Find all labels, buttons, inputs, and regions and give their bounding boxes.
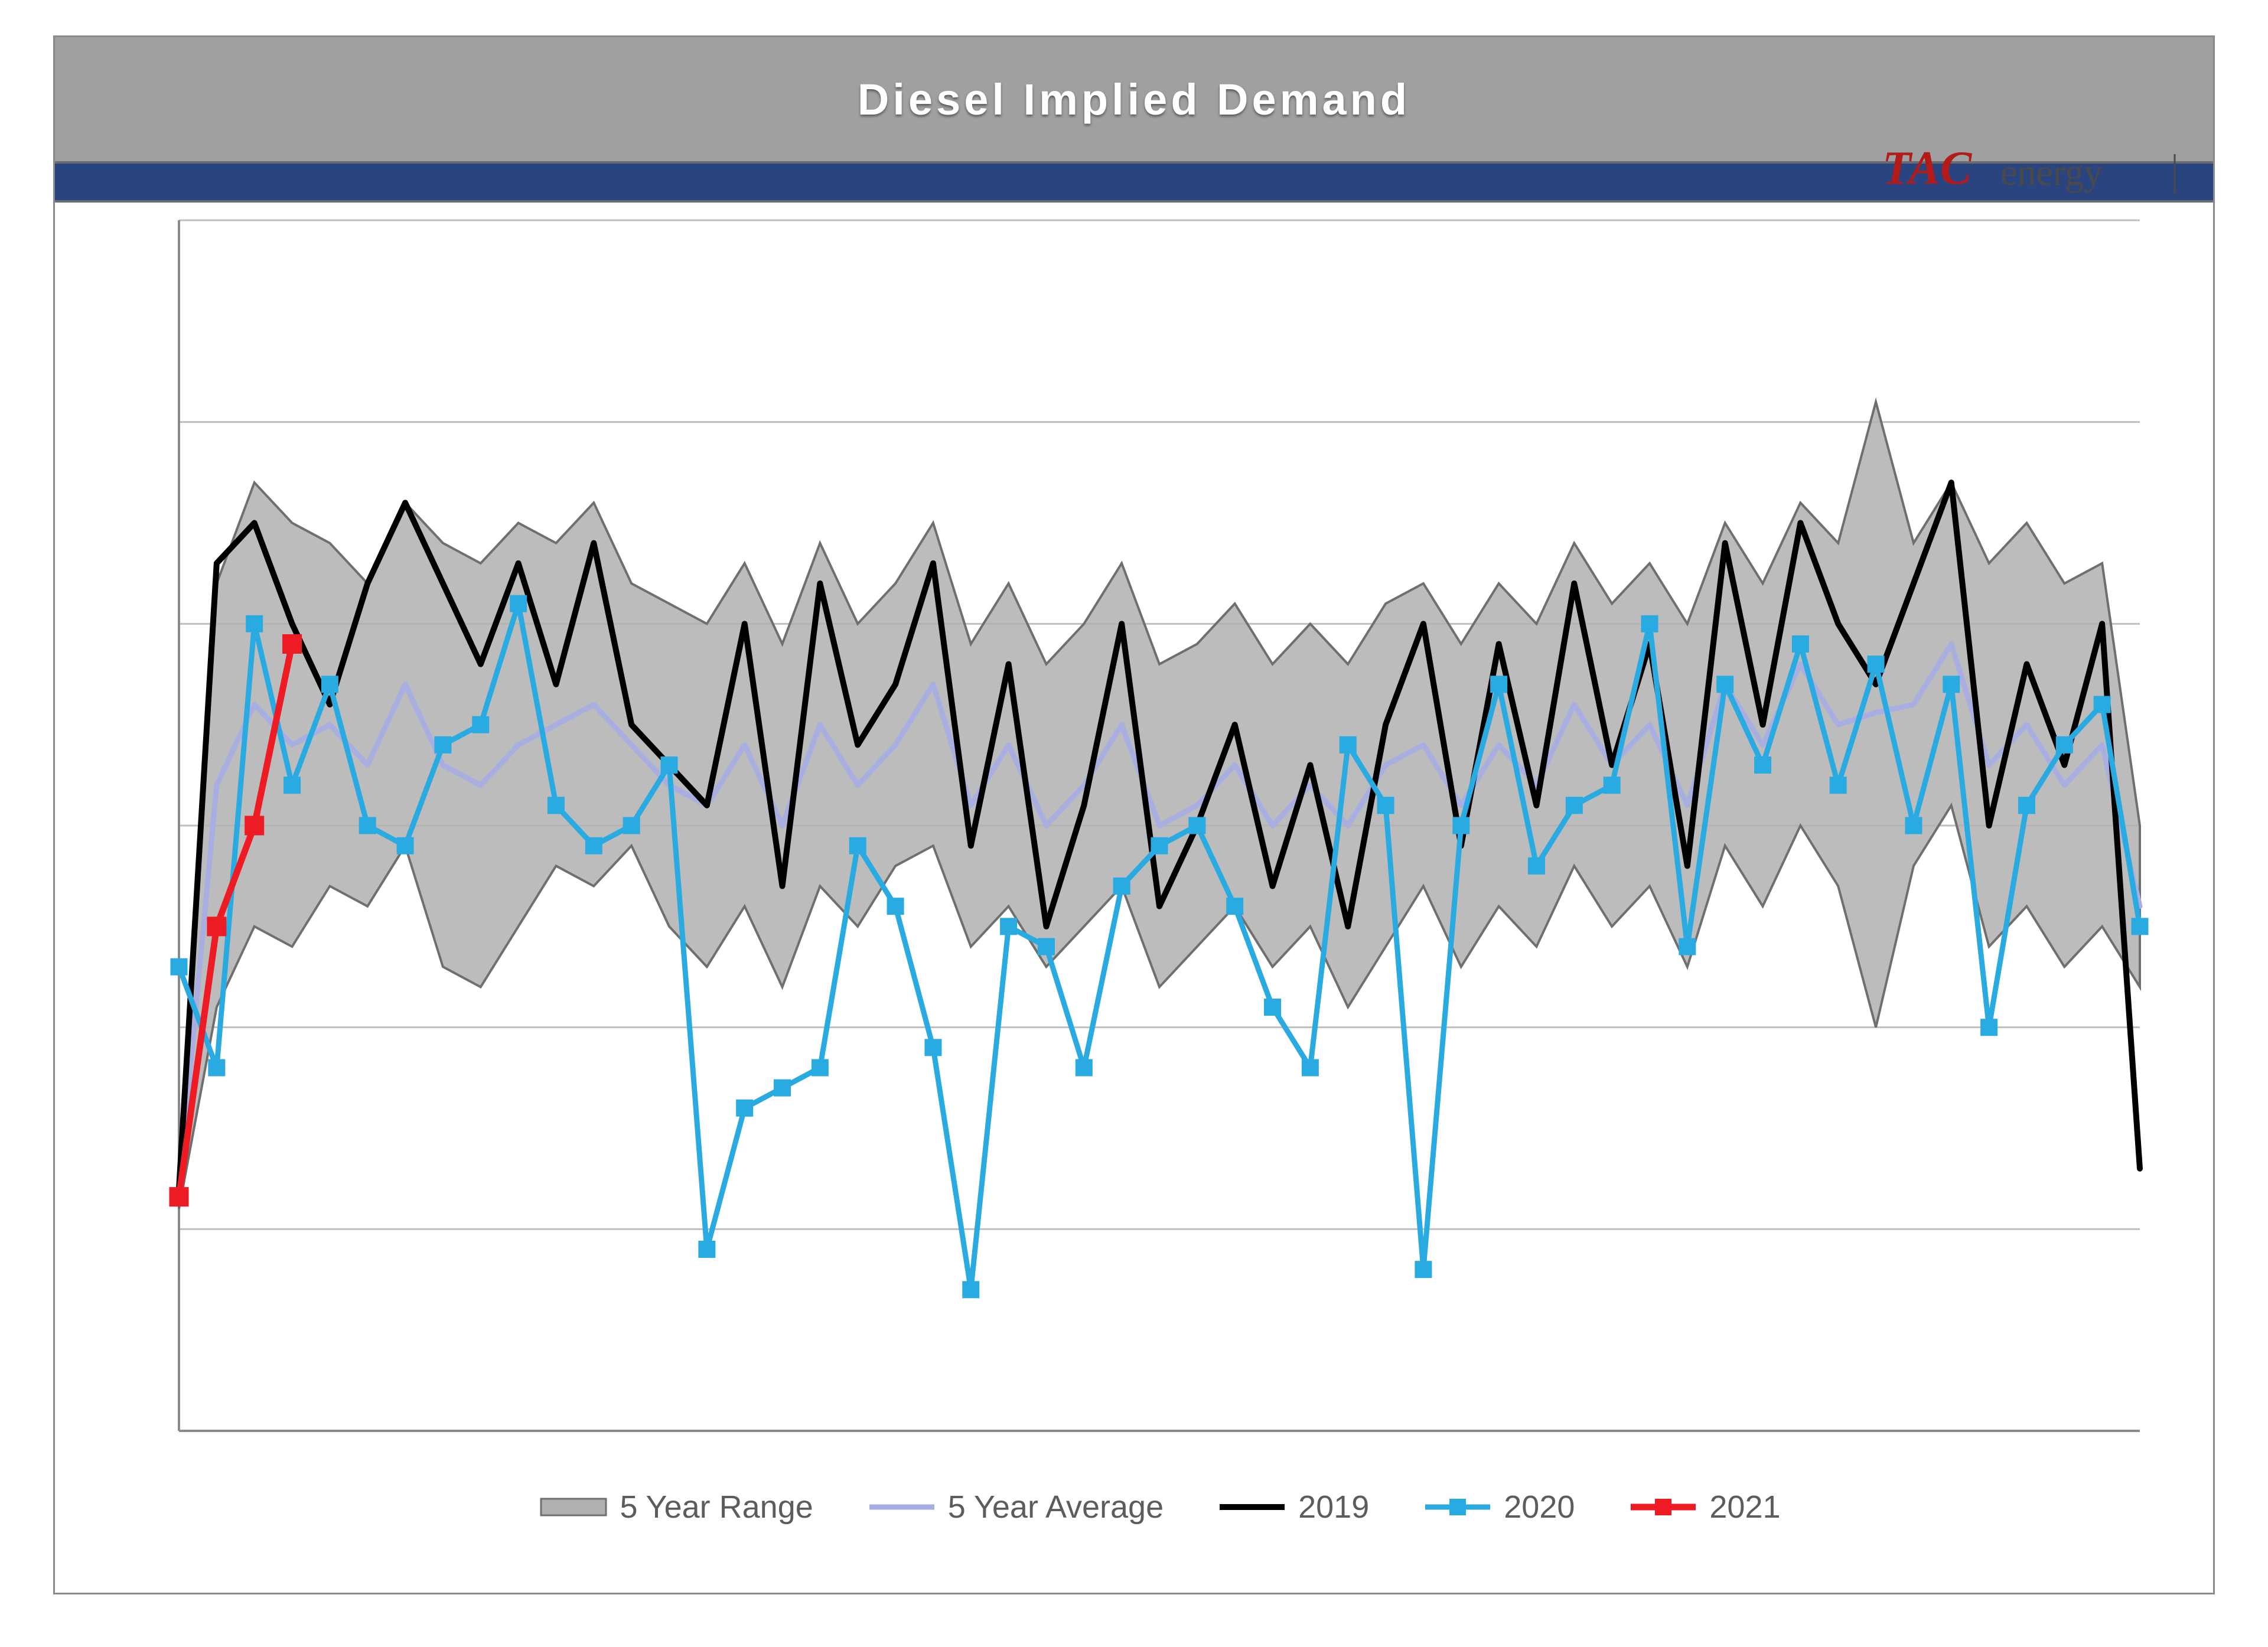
marker-y2020: [1528, 857, 1544, 874]
legend-label-y2021: 2021: [1709, 1489, 1780, 1525]
marker-y2020: [1981, 1019, 1997, 1036]
marker-y2020: [246, 615, 263, 632]
legend-swatch-y2019: [1217, 1495, 1288, 1519]
marker-y2020: [774, 1079, 791, 1096]
legend-label-y2020: 2020: [1504, 1489, 1575, 1525]
legend-swatch-band: [538, 1495, 609, 1519]
marker-y2020: [1113, 878, 1130, 895]
marker-y2020: [208, 1059, 225, 1076]
chart-container: Diesel Implied Demand TAC energy 5 Year …: [53, 35, 2215, 1594]
marker-y2020: [1943, 676, 1960, 693]
marker-y2020: [925, 1039, 941, 1056]
marker-y2020: [963, 1281, 979, 1298]
legend-swatch-avg: [866, 1495, 937, 1519]
marker-y2020: [1453, 817, 1469, 834]
legend-item-y2020: 2020: [1422, 1489, 1575, 1525]
marker-y2020: [359, 817, 376, 834]
marker-y2020: [1905, 817, 1922, 834]
marker-y2020: [1830, 777, 1846, 794]
marker-y2020: [2132, 918, 2148, 935]
marker-y2020: [887, 898, 904, 915]
marker-y2020: [1038, 938, 1054, 955]
marker-y2020: [585, 837, 602, 854]
chart-title-bar: Diesel Implied Demand: [55, 37, 2213, 161]
marker-y2021: [170, 1188, 188, 1206]
legend-label-y2019: 2019: [1298, 1489, 1369, 1525]
legend-item-y2021: 2021: [1628, 1489, 1780, 1525]
marker-y2020: [1491, 676, 1507, 693]
marker-y2020: [284, 777, 301, 794]
legend-item-y2019: 2019: [1217, 1489, 1369, 1525]
legend-item-avg: 5 Year Average: [866, 1489, 1164, 1525]
marker-y2020: [1189, 817, 1205, 834]
marker-y2020: [623, 817, 640, 834]
marker-y2020: [2094, 696, 2110, 713]
marker-y2020: [1340, 736, 1356, 753]
marker-y2021: [283, 635, 302, 654]
marker-y2020: [1227, 898, 1243, 915]
legend: 5 Year Range 5 Year Average 2019 2020 2021: [161, 1489, 2158, 1525]
marker-y2020: [1151, 837, 1168, 854]
marker-y2020: [1076, 1059, 1092, 1076]
marker-y2020: [1265, 999, 1281, 1016]
marker-y2020: [1001, 918, 1017, 935]
marker-y2020: [1679, 938, 1696, 955]
marker-y2020: [1792, 636, 1808, 653]
marker-y2020: [661, 757, 677, 774]
marker-y2020: [1566, 797, 1582, 814]
marker-y2020: [435, 736, 451, 753]
marker-y2020: [1717, 676, 1733, 693]
plot-area: 5 Year Range 5 Year Average 2019 2020 2021: [161, 214, 2158, 1549]
marker-y2020: [548, 797, 564, 814]
marker-y2020: [1641, 615, 1658, 632]
marker-y2020: [1604, 777, 1620, 794]
marker-y2020: [2018, 797, 2035, 814]
legend-label-avg: 5 Year Average: [948, 1489, 1164, 1525]
legend-label-band: 5 Year Range: [620, 1489, 813, 1525]
marker-y2020: [171, 958, 187, 975]
chart-svg: [161, 214, 2158, 1549]
legend-item-band: 5 Year Range: [538, 1489, 813, 1525]
marker-y2020: [812, 1059, 828, 1076]
marker-y2020: [397, 837, 413, 854]
marker-y2020: [472, 716, 489, 733]
accent-band: [55, 161, 2213, 203]
legend-swatch-y2020: [1422, 1495, 1493, 1519]
marker-y2020: [1755, 757, 1771, 774]
marker-y2020: [1302, 1059, 1318, 1076]
marker-y2020: [321, 676, 338, 693]
marker-y2021: [245, 816, 264, 835]
marker-y2020: [2056, 736, 2073, 753]
marker-y2020: [849, 837, 866, 854]
legend-swatch-y2021: [1628, 1495, 1699, 1519]
marker-y2020: [1415, 1261, 1432, 1278]
chart-title: Diesel Implied Demand: [858, 74, 1410, 125]
marker-y2020: [1377, 797, 1394, 814]
marker-y2020: [699, 1241, 715, 1258]
marker-y2020: [510, 595, 527, 612]
marker-y2021: [207, 917, 226, 936]
marker-y2020: [737, 1100, 753, 1116]
marker-y2020: [1868, 656, 1884, 673]
